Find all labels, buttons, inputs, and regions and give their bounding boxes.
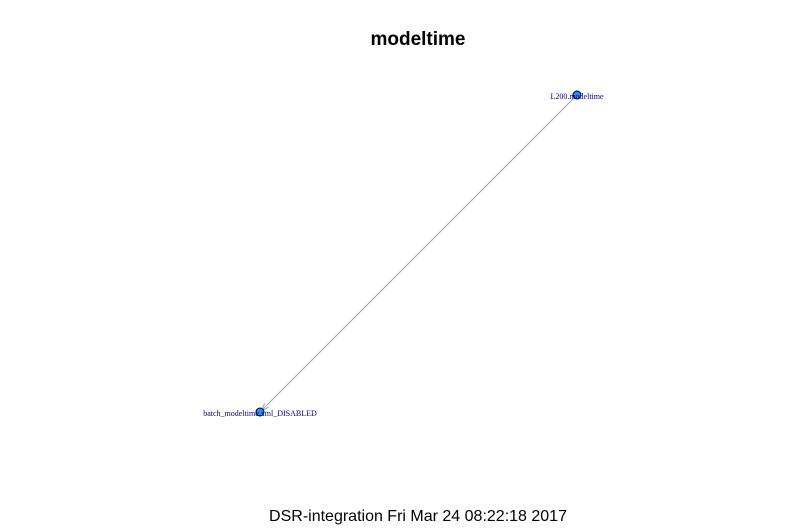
node-label: batch_modeltime.xml_DISABLED [203,409,317,418]
graph-node[interactable] [572,90,582,100]
node-label: L200.modeltime [550,92,604,101]
graph-node[interactable] [255,407,265,417]
footer-caption: DSR-integration Fri Mar 24 08:22:18 2017 [269,508,567,525]
graph-title: modeltime [370,29,466,50]
graph-edge [262,94,578,410]
